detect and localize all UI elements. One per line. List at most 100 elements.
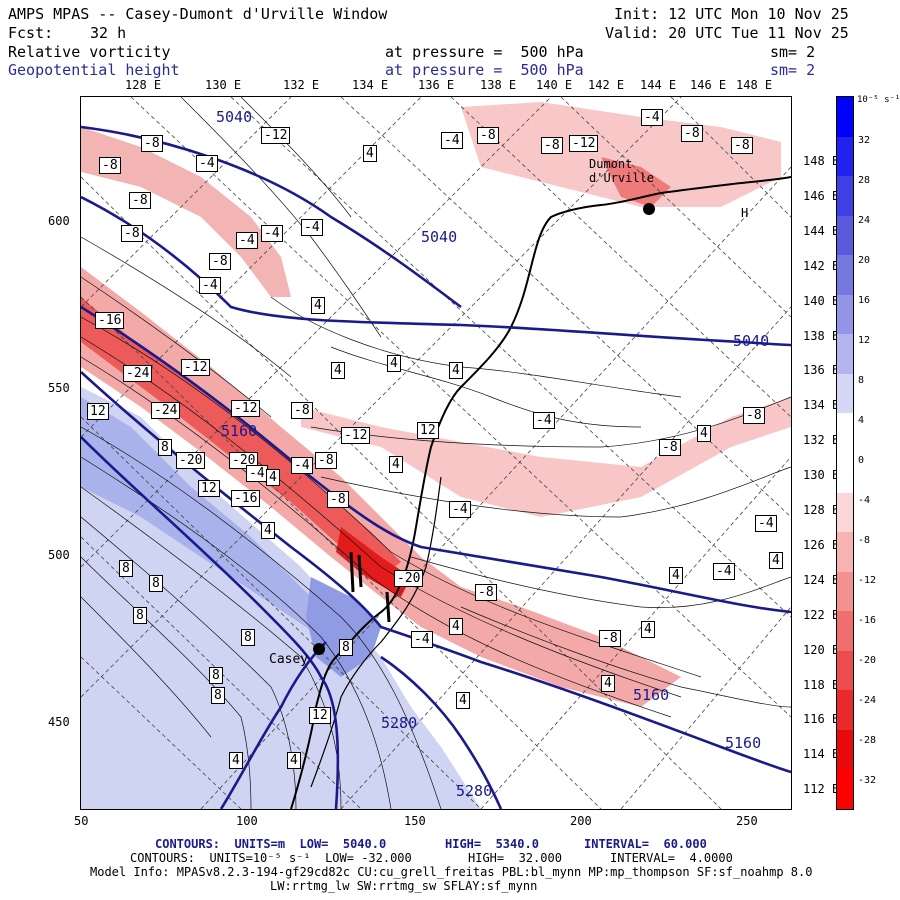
vorticity-box-label: -4	[196, 155, 218, 172]
right-longitude-label: 146 E	[803, 188, 840, 203]
vorticity-box-label: -12	[569, 135, 599, 152]
colorbar-tick-label: -20	[858, 655, 877, 666]
vorticity-box-label: 12	[87, 403, 109, 420]
footer-height-contours: CONTOURS: UNITS=m LOW= 5040.0	[155, 837, 387, 851]
top-longitude-label: 144 E	[640, 78, 677, 92]
vorticity-spike-marks	[349, 551, 391, 623]
right-longitude-label: 138 E	[803, 328, 840, 343]
vorticity-box-label: -4	[301, 219, 323, 236]
vorticity-box-label: -12	[181, 359, 211, 376]
field2-level: at pressure = 500 hPa	[385, 61, 584, 79]
colorbar-tick-label: 16	[858, 295, 871, 306]
vorticity-box-label: -8	[141, 135, 163, 152]
top-longitude-label: 146 E	[690, 78, 727, 92]
vorticity-box-label: -4	[713, 563, 735, 580]
colorbar-tick-label: 4	[858, 415, 865, 426]
vorticity-box-label: -8	[477, 127, 499, 144]
colorbar-segment	[837, 769, 853, 810]
colorbar-tick-label: 12	[858, 335, 871, 346]
colorbar-segment	[837, 215, 853, 256]
top-longitude-label: 132 E	[283, 78, 320, 92]
x-tick-200: 200	[570, 814, 592, 828]
vorticity-box-label: 12	[198, 480, 220, 497]
vorticity-box-label: 4	[229, 752, 243, 769]
vorticity-box-label: -4	[411, 631, 433, 648]
right-longitude-label: 126 E	[803, 537, 840, 552]
colorbar-tick-label: 32	[858, 135, 871, 146]
vorticity-box-label: -8	[315, 452, 337, 469]
vorticity-box-label: -8	[327, 491, 349, 508]
footer-vort-contours: CONTOURS: UNITS=10⁻⁵ s⁻¹ LOW= -32.000	[130, 851, 412, 865]
positive-vorticity-core	[81, 397, 341, 637]
field2-name: Geopotential height	[8, 61, 180, 79]
top-longitude-label: 138 E	[480, 78, 517, 92]
footer-height-high: HIGH= 5340.0	[445, 837, 539, 851]
negative-vorticity-core	[81, 297, 401, 577]
vorticity-box-label: 4	[389, 456, 403, 473]
colorbar-segment	[837, 136, 853, 177]
vorticity-box-label: -12	[231, 400, 261, 417]
height-label-5: 5160	[633, 686, 670, 704]
vorticity-box-label: 8	[119, 560, 133, 577]
vorticity-box-label: -12	[261, 127, 291, 144]
vorticity-box-label: -8	[129, 192, 151, 209]
vorticity-box-label: 8	[339, 639, 353, 656]
top-longitude-label: 148 E	[736, 78, 773, 92]
vorticity-box-label: -16	[231, 490, 261, 507]
colorbar-tick-label: -32	[858, 775, 877, 786]
negative-vorticity-peak	[336, 527, 411, 597]
colorbar-tick-label: 0	[858, 455, 865, 466]
colorbar-segment	[837, 373, 853, 414]
positive-vorticity-casey	[306, 577, 381, 677]
field1-level: at pressure = 500 hPa	[385, 43, 584, 61]
casey-station-marker	[313, 643, 325, 655]
right-longitude-label: 132 E	[803, 433, 840, 448]
x-tick-150: 150	[404, 814, 426, 828]
colorbar-tick-label: 8	[858, 375, 865, 386]
footer-model-info-2: LW:rrtmg_lw SW:rrtmg_sw SFLAY:sf_mynn	[270, 879, 538, 893]
vorticity-box-label: 4	[363, 145, 377, 162]
vorticity-box-label: 8	[133, 607, 147, 624]
vorticity-box-label: 8	[149, 575, 163, 592]
colorbar-tick-label: -8	[858, 535, 871, 546]
vorticity-box-label: -20	[394, 570, 424, 587]
vorticity-box-label: 4	[769, 552, 783, 569]
map-panel: 5040 5040 5040 5160 5160 5160 5280 5280 …	[80, 96, 792, 810]
vorticity-box-label: -8	[475, 584, 497, 601]
vorticity-box-label: 4	[387, 355, 401, 372]
footer-vort-interval: INTERVAL= 4.0000	[610, 851, 733, 865]
vorticity-box-label: -4	[236, 232, 258, 249]
height-label-3: 5040	[733, 332, 770, 350]
colorbar-segment	[837, 294, 853, 335]
colorbar-segment	[837, 532, 853, 573]
vorticity-box-label: -4	[246, 465, 268, 482]
colorbar-segment	[837, 334, 853, 375]
vorticity-box-label: 8	[211, 687, 225, 704]
high-marker-label: H	[741, 206, 749, 220]
vorticity-box-label: 12	[417, 422, 439, 439]
vorticity-box-label: 4	[456, 692, 470, 709]
vorticity-box-label: -8	[681, 125, 703, 142]
dumont-durville-label: Dumont d'Urville	[589, 157, 655, 185]
vorticity-box-label: 12	[309, 707, 331, 724]
init-time: Init: 12 UTC Mon 10 Nov 25	[614, 5, 849, 23]
vorticity-box-label: 4	[311, 297, 325, 314]
vorticity-box-label: 4	[331, 362, 345, 379]
colorbar-segment	[837, 650, 853, 691]
height-label-2: 5040	[421, 228, 458, 246]
negative-vorticity-band	[81, 267, 681, 707]
colorbar-segment	[837, 453, 853, 494]
right-longitude-label: 136 E	[803, 363, 840, 378]
colorbar-segment	[837, 611, 853, 652]
vorticity-box-label: -8	[731, 137, 753, 154]
vorticity-box-label: -4	[533, 412, 555, 429]
colorbar	[836, 96, 854, 810]
vorticity-box-label: -16	[95, 312, 125, 329]
vorticity-box-label: -24	[151, 402, 181, 419]
vorticity-box-label: -20	[176, 452, 206, 469]
top-longitude-label: 134 E	[352, 78, 389, 92]
top-longitude-label: 140 E	[536, 78, 573, 92]
colorbar-tick-label: -28	[858, 735, 877, 746]
height-label-4: 5160	[221, 422, 258, 440]
colorbar-segment	[837, 97, 853, 138]
